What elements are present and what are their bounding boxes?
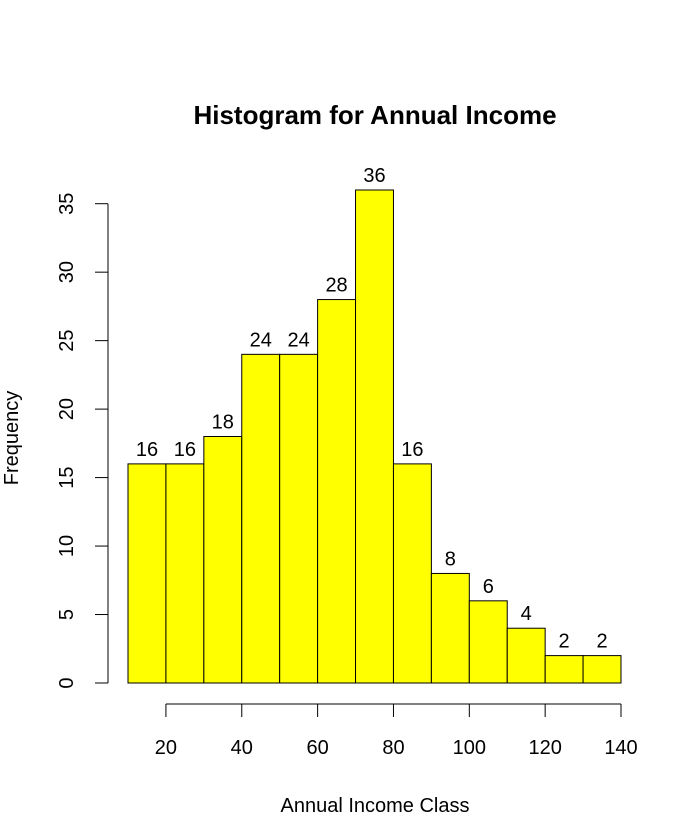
chart-title: Histogram for Annual Income (193, 100, 556, 130)
bar-value-label: 4 (521, 603, 532, 625)
histogram-bar (127, 463, 167, 684)
histogram-bar (203, 436, 243, 684)
histogram-bar (582, 655, 622, 684)
y-axis-title: Frequency (1, 391, 23, 486)
bar-value-label: 8 (445, 548, 456, 570)
histogram-bar (544, 655, 584, 684)
bar-value-label: 16 (401, 439, 423, 461)
y-tick-label: 5 (56, 609, 78, 620)
y-tick-label: 35 (56, 193, 78, 215)
histogram-bar (506, 627, 546, 684)
x-tick-label: 120 (528, 737, 561, 759)
y-tick-label: 15 (56, 466, 78, 488)
bar-value-label: 16 (174, 439, 196, 461)
bars-group (127, 189, 622, 684)
x-tick-label: 40 (231, 737, 253, 759)
bar-value-label: 36 (363, 165, 385, 187)
histogram-bar (317, 299, 357, 684)
x-tick-label: 140 (604, 737, 637, 759)
histogram-bar (468, 600, 508, 684)
bar-value-label: 18 (212, 412, 234, 434)
histogram-bar (279, 353, 319, 684)
histogram-bar (355, 189, 394, 684)
bar-value-label: 16 (136, 439, 158, 461)
x-tick-label: 60 (306, 737, 328, 759)
x-axis-title: Annual Income Class (281, 795, 470, 817)
bar-labels-group: 16 16 18 24 24 28 36 16 8 6 4 2 2 (136, 165, 608, 653)
x-axis: 20 40 60 80 100 120 140 (155, 703, 638, 759)
y-tick-label: 0 (56, 677, 78, 688)
bar-value-label: 2 (559, 631, 570, 653)
bar-value-label: 24 (250, 329, 272, 351)
histogram-bar (430, 572, 470, 684)
bar-value-label: 6 (483, 576, 494, 598)
histogram-bar (392, 463, 432, 684)
x-tick-label: 80 (382, 737, 404, 759)
y-tick-label: 10 (56, 535, 78, 557)
y-axis: 0 5 10 15 20 25 30 35 (56, 193, 109, 689)
x-tick-label: 20 (155, 737, 177, 759)
histogram-bar (165, 463, 205, 684)
bar-value-label: 28 (325, 275, 347, 297)
y-tick-label: 30 (56, 261, 78, 283)
y-tick-label: 20 (56, 398, 78, 420)
bar-value-label: 24 (288, 329, 310, 351)
histogram-bar (241, 353, 281, 684)
y-tick-label: 25 (56, 330, 78, 352)
x-tick-label: 100 (453, 737, 486, 759)
bar-value-label: 2 (596, 631, 607, 653)
